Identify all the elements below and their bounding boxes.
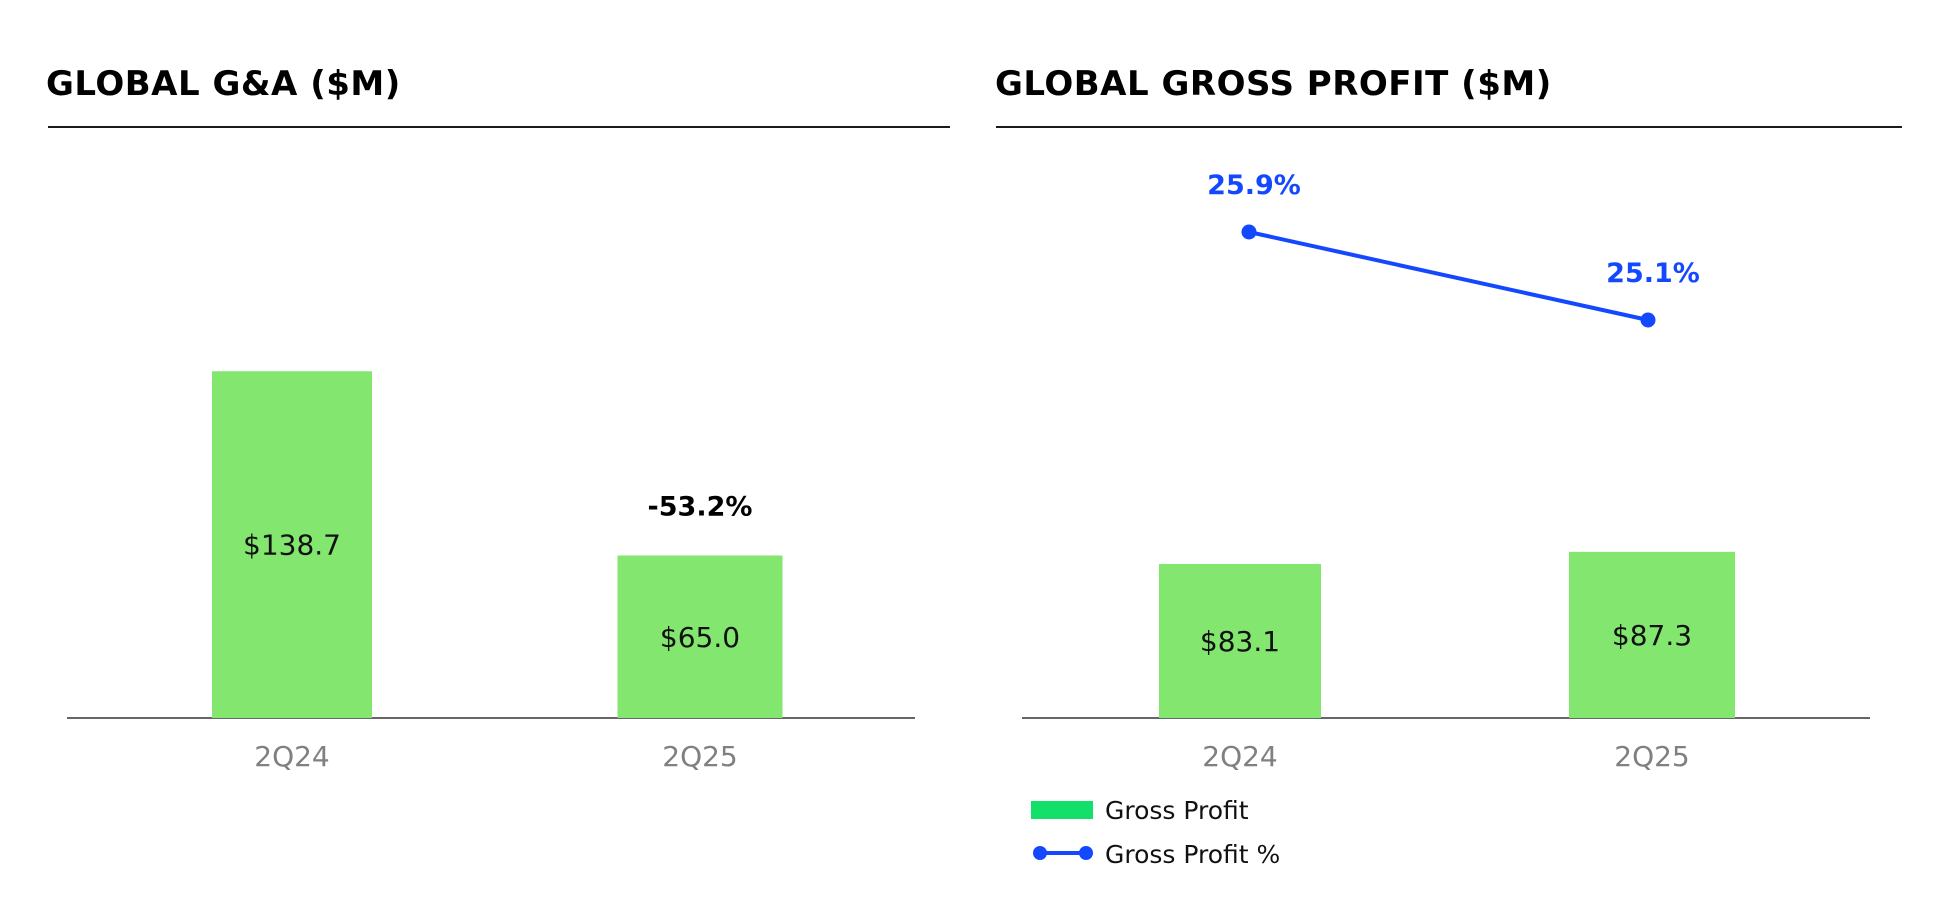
green-bar-swatch-icon bbox=[1031, 801, 1093, 819]
gross-profit-legend: Gross Profit Gross Profit % bbox=[1031, 796, 1280, 869]
gross-profit-chart-title: GLOBAL GROSS PROFIT ($M) bbox=[995, 64, 1552, 104]
gross-profit-title-rule bbox=[996, 126, 1902, 128]
ga-change-annotation: -53.2% bbox=[648, 492, 753, 523]
ga-chart-title: GLOBAL G&A ($M) bbox=[46, 64, 401, 104]
ga-bar-chart: $138.7 2Q24 $65.0 2Q25 -53.2% bbox=[67, 371, 915, 773]
gp-pct-point bbox=[1640, 312, 1656, 328]
gp-x-tick-label: 2Q24 bbox=[1202, 740, 1277, 773]
gp-x-tick-label: 2Q25 bbox=[1614, 740, 1689, 773]
ga-bar-2q24 bbox=[212, 371, 372, 718]
ga-bar-2q25 bbox=[617, 555, 783, 718]
gp-pct-series-line bbox=[1248, 230, 1649, 322]
gp-pct-data-label: 25.1% bbox=[1606, 258, 1700, 289]
ga-x-tick-label: 2Q25 bbox=[662, 740, 737, 773]
legend-gross-profit-pct-label: Gross Profit % bbox=[1105, 840, 1280, 869]
gp-bar-value-label: $83.1 bbox=[1200, 625, 1280, 658]
gross-profit-combo-chart: $83.1 2Q24 $87.3 2Q25 25.9% 25.1% bbox=[1022, 170, 1870, 773]
blue-line-marker-icon bbox=[1033, 846, 1093, 860]
ga-bar-value-label: $65.0 bbox=[660, 621, 740, 654]
ga-title-rule bbox=[48, 126, 950, 128]
legend-gross-profit-label: Gross Profit bbox=[1105, 796, 1249, 825]
ga-bar-value-label: $138.7 bbox=[243, 529, 341, 562]
ga-x-tick-label: 2Q24 bbox=[254, 740, 329, 773]
gp-bar-value-label: $87.3 bbox=[1612, 619, 1692, 652]
gp-bar-2q24 bbox=[1159, 564, 1321, 718]
gp-pct-data-label: 25.9% bbox=[1207, 170, 1301, 201]
gp-bar-2q25 bbox=[1569, 551, 1735, 718]
gp-pct-point bbox=[1241, 224, 1257, 240]
